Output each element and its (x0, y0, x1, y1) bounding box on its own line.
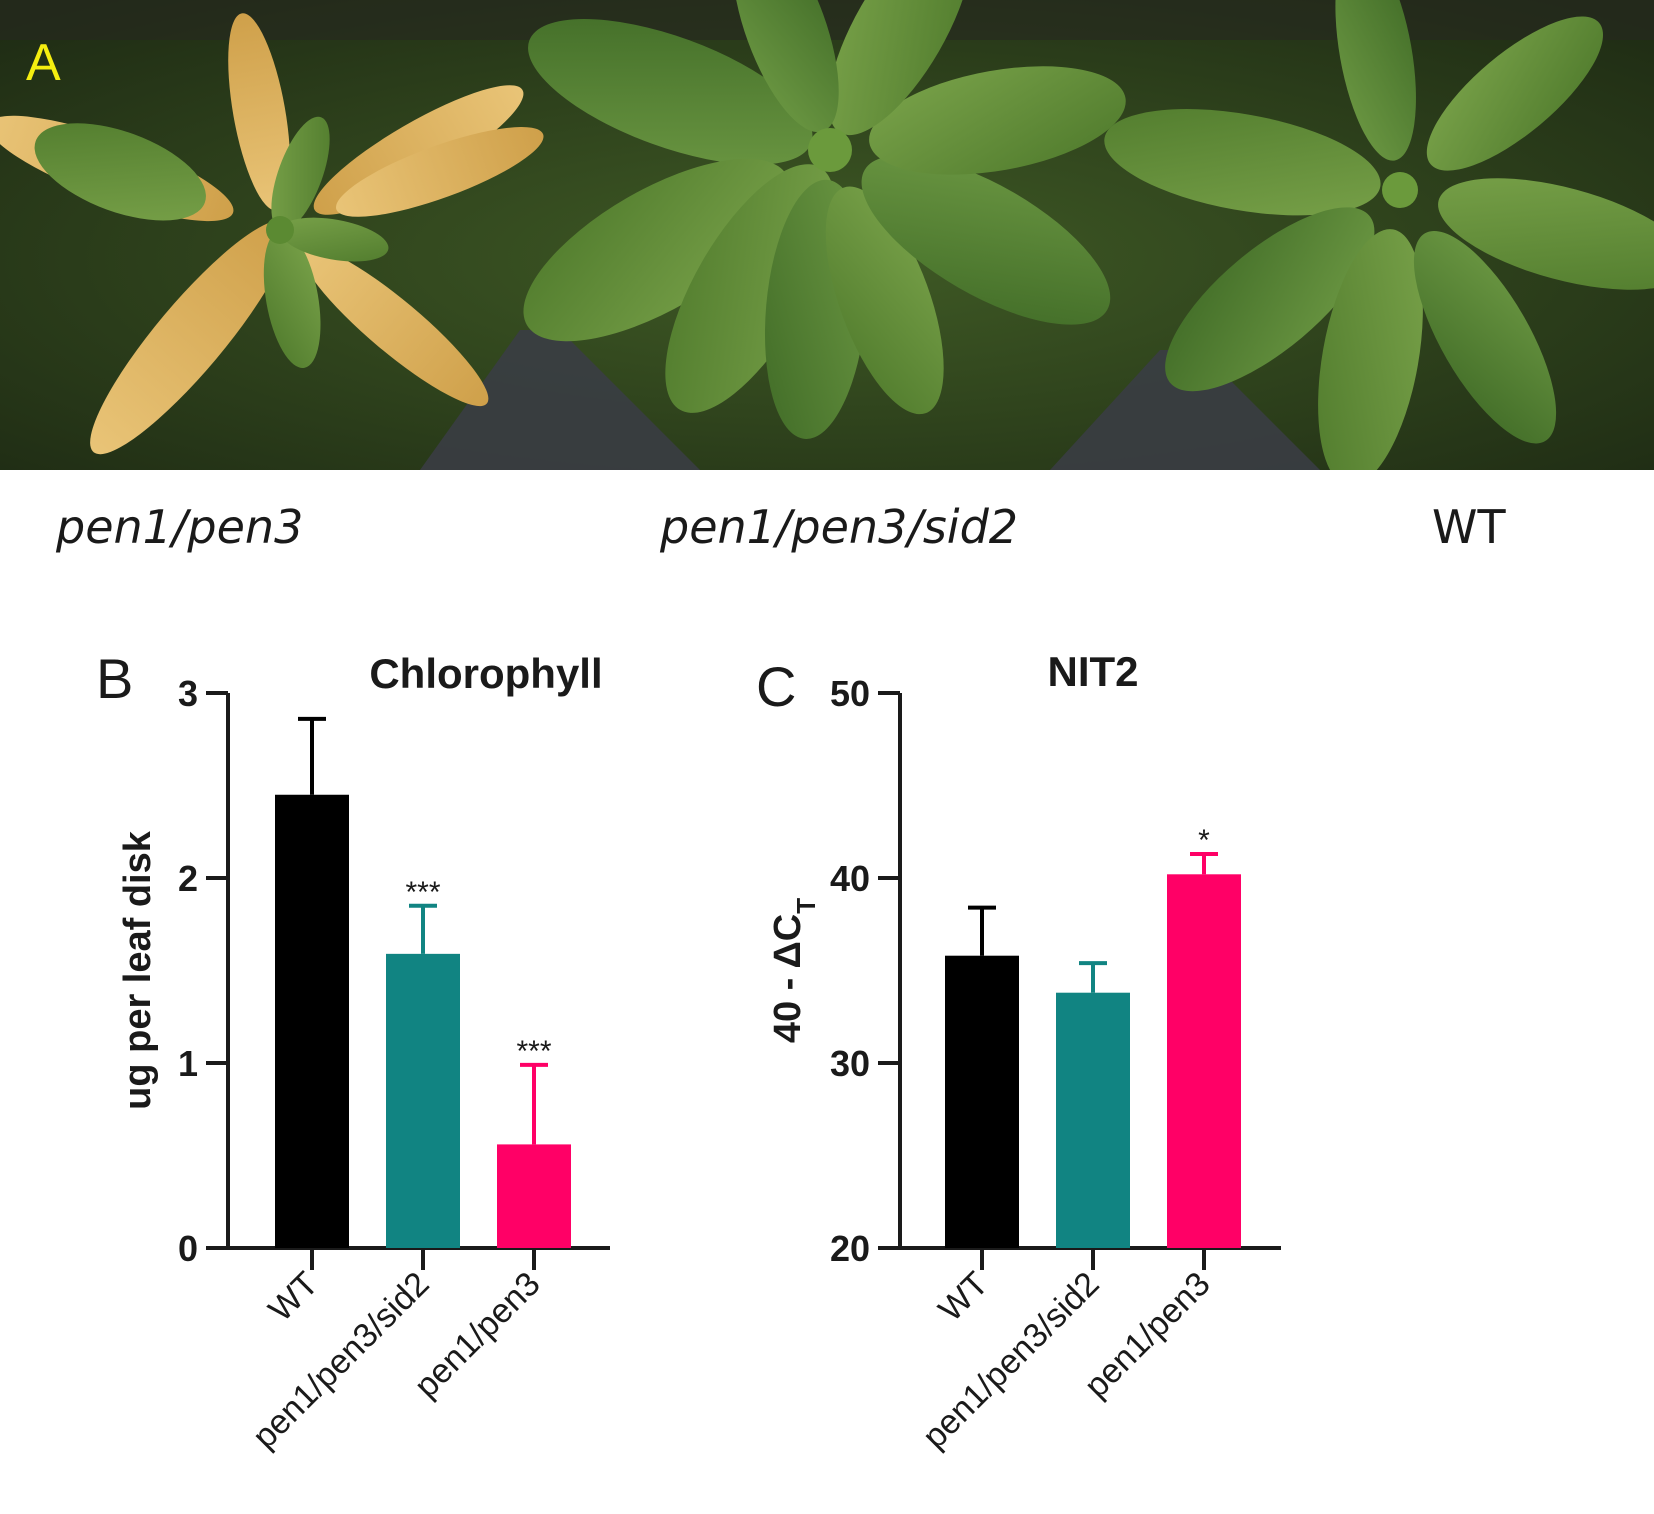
significance-label: *** (516, 1035, 551, 1068)
significance-label: *** (405, 876, 440, 909)
bar-1 (275, 794, 349, 1248)
bar-2 (1056, 992, 1130, 1248)
y-tick-label: 20 (830, 1228, 870, 1269)
plant-photograph: A (0, 0, 1654, 470)
y-tick-label: 0 (178, 1228, 198, 1269)
chart-title: Chlorophyll (369, 650, 602, 697)
genotype-label-pen1-pen3-sid2: pen1/pen3/sid2 (660, 500, 1019, 554)
plant-pen1-pen3 (0, 13, 544, 455)
bar-3 (1167, 874, 1241, 1248)
y-axis-label: 40 - ΔCT (767, 898, 821, 1043)
y-tick-label: 30 (830, 1043, 870, 1084)
plant-pen1-pen3-sid2 (523, 0, 1126, 439)
y-tick-label: 3 (178, 673, 198, 714)
x-tick-label: WT (261, 1265, 325, 1329)
significance-label: * (1198, 824, 1210, 857)
y-tick-label: 1 (178, 1043, 198, 1084)
y-tick-label: 40 (830, 858, 870, 899)
panel-letter: C (756, 655, 796, 718)
bar-2 (386, 953, 460, 1248)
chart-title: NIT2 (1047, 648, 1138, 695)
y-tick-label: 2 (178, 858, 198, 899)
plant-wt (1104, 0, 1654, 470)
y-tick-label: 50 (830, 673, 870, 714)
bar-3 (497, 1144, 571, 1248)
genotype-label-pen1-pen3: pen1/pen3 (56, 500, 304, 554)
bar-1 (945, 955, 1019, 1248)
panel-letter: B (96, 647, 133, 710)
x-tick-label: WT (931, 1265, 995, 1329)
y-axis-label: ug per leaf disk (117, 830, 159, 1110)
panel-letter-a: A (26, 34, 61, 92)
genotype-label-wt: WT (1432, 500, 1506, 554)
